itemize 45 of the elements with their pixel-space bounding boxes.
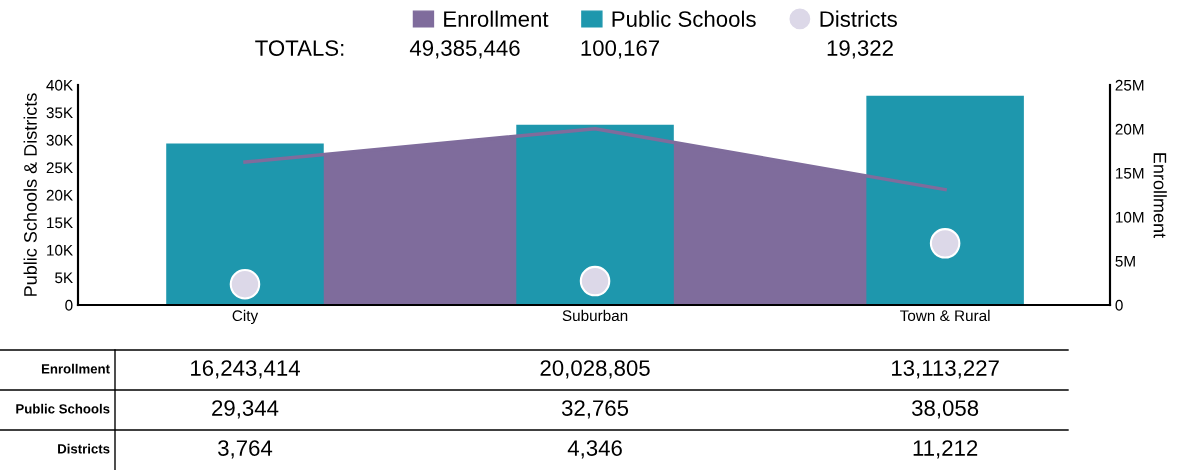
data-label: 29,344 [212, 400, 279, 419]
y2-axis-title: Enrollment [1153, 153, 1167, 239]
text: Enrollment [41, 363, 110, 374]
point [929, 228, 961, 259]
data-label: 4,346 [567, 440, 622, 459]
legend-label: Districts [820, 10, 897, 27]
data-label: 3,764 [218, 440, 273, 459]
y2-tick-label: 0 [1115, 299, 1123, 311]
legend-label: Enrollment [444, 10, 549, 27]
bar [166, 143, 324, 305]
x-tick-label: Town & Rural [900, 309, 990, 322]
text: 19,322 [827, 40, 893, 59]
y-tick-label: 15K [47, 217, 73, 229]
y2-tick-label: 20M [1115, 123, 1144, 135]
y2-tick-label: 10M [1116, 211, 1144, 223]
data-label: 16,243,414 [191, 360, 300, 379]
bar [866, 95, 1024, 305]
y-tick-label: 35K [46, 107, 73, 119]
y2-tick-label: 5M [1115, 256, 1135, 267]
text: Public Schools [16, 403, 110, 414]
legend-label: Public Schools [612, 10, 756, 27]
y-tick-label: 20K [46, 189, 73, 201]
data-label: 13,113,227 [892, 360, 999, 379]
bar [516, 124, 674, 305]
text: TOTALS: [255, 40, 344, 56]
y-tick-label: 25K [46, 162, 73, 174]
y-axis-title: Public Schools & Districts [23, 93, 37, 296]
data-label: 38,058 [911, 400, 979, 419]
y2-tick-label: 25M [1115, 79, 1144, 91]
data-label: 11,212 [913, 440, 978, 459]
data-label: 20,028,805 [540, 360, 650, 379]
text: 49,385,446 [409, 40, 520, 59]
y-tick-label: 0 [65, 299, 73, 311]
y-tick-label: 10K [47, 244, 73, 256]
x-tick-label: City [232, 309, 259, 325]
y-tick-label: 40K [46, 79, 73, 91]
point [229, 269, 261, 300]
point [579, 265, 611, 297]
text: 100,167 [581, 40, 660, 59]
text: Districts [58, 443, 110, 454]
y2-tick-label: 15M [1116, 168, 1144, 179]
y-tick-label: 5K [55, 272, 73, 284]
y-tick-label: 30K [46, 134, 73, 146]
x-tick-label: Suburban [562, 309, 628, 322]
data-label: 32,765 [561, 400, 629, 419]
